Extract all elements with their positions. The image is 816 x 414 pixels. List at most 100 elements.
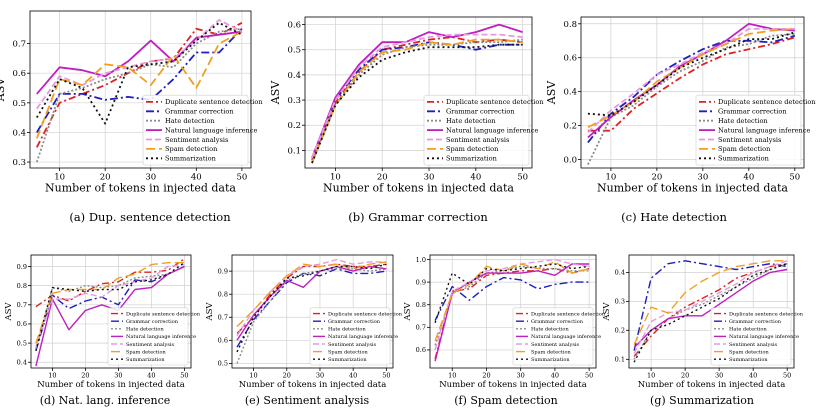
x-tick-label-g-20: 20 bbox=[681, 372, 689, 380]
y-tick-label-f-0.9: 0.9 bbox=[416, 278, 426, 286]
caption-f: (f) Spam detection bbox=[454, 394, 558, 407]
legend-label-a-5: Spam detection bbox=[165, 145, 218, 153]
series-line-d-1 bbox=[35, 265, 185, 351]
x-axis-label-d: Number of tokens in injected data bbox=[37, 380, 185, 390]
y-tick-label-a-0.6: 0.6 bbox=[12, 69, 26, 79]
legend-label-e-1: Grammar correction bbox=[328, 319, 381, 325]
y-tick-label-e-0.6: 0.6 bbox=[218, 337, 228, 345]
caption-e: (e) Sentiment analysis bbox=[244, 394, 370, 407]
legend-label-g-1: Grammar correction bbox=[729, 319, 782, 325]
caption-d: (d) Nat. lang. inference bbox=[39, 394, 171, 407]
x-tick-label-c-30: 30 bbox=[697, 173, 708, 183]
x-axis-label-a: Number of tokens in injected data bbox=[45, 182, 236, 195]
legend-label-c-1: Grammar correction bbox=[718, 108, 787, 116]
legend-box-g bbox=[710, 307, 792, 366]
y-tick-label-d-0.6: 0.6 bbox=[17, 320, 27, 328]
plot-frame-e bbox=[231, 254, 394, 369]
series-line-f-1 bbox=[434, 276, 590, 321]
legend-label-b-2: Hate detection bbox=[446, 117, 496, 125]
x-tick-label-g-50: 50 bbox=[783, 372, 791, 380]
legend-label-b-5: Spam detection bbox=[446, 145, 499, 153]
y-tick-label-b-0.1: 0.1 bbox=[287, 146, 301, 156]
series-line-f-3 bbox=[434, 263, 590, 362]
legend-label-f-2: Hate detection bbox=[531, 327, 569, 333]
series-line-c-1 bbox=[587, 34, 796, 144]
y-tick-label-a-0.4: 0.4 bbox=[12, 128, 26, 138]
series-line-a-3 bbox=[36, 30, 243, 95]
series-line-c-0 bbox=[587, 36, 796, 132]
series-line-b-3 bbox=[311, 23, 523, 159]
y-tick-label-d-0.9: 0.9 bbox=[17, 263, 27, 271]
x-tick-label-f-30: 30 bbox=[517, 372, 525, 380]
legend-label-f-6: Summarization bbox=[531, 357, 570, 363]
series-line-c-2 bbox=[587, 33, 795, 165]
x-axis-label-b: Number of tokens in injected data bbox=[323, 182, 514, 195]
legend-label-e-2: Hate detection bbox=[328, 327, 366, 333]
x-tick-label-b-40: 40 bbox=[470, 173, 481, 183]
x-tick-label-e-10: 10 bbox=[249, 372, 257, 380]
y-tick-label-a-0.5: 0.5 bbox=[12, 99, 26, 109]
legend-label-d-4: Sentiment analysis bbox=[126, 342, 175, 348]
legend-c: Duplicate sentence detection Grammar corr… bbox=[695, 94, 816, 166]
series-line-d-0 bbox=[35, 258, 185, 308]
y-tick-label-b-0.2: 0.2 bbox=[287, 121, 301, 131]
legend-label-g-6: Summarization bbox=[729, 357, 768, 363]
chart-g: 10 20 30 40 50 0.1 0.2 0.3 0.4 Number of tokens i… bbox=[602, 254, 804, 390]
series-line-a-0 bbox=[35, 22, 243, 148]
x-axis-label-f: Number of tokens in injected data bbox=[439, 380, 587, 390]
series-line-f-0 bbox=[434, 267, 590, 360]
x-axis-label-e: Number of tokens in injected data bbox=[239, 380, 387, 390]
legend-label-f-1: Grammar correction bbox=[531, 319, 584, 325]
series-line-d-5 bbox=[35, 262, 185, 344]
series-line-b-5 bbox=[311, 38, 523, 164]
legend-label-c-2: Hate detection bbox=[718, 117, 768, 125]
legend-label-a-6: Summarization bbox=[165, 155, 217, 163]
y-tick-label-e-0.5: 0.5 bbox=[218, 360, 228, 368]
y-tick-label-c-0.6: 0.6 bbox=[563, 54, 577, 64]
series-line-g-0 bbox=[633, 263, 788, 357]
legend-label-f-4: Sentiment analysis bbox=[531, 342, 580, 348]
x-tick-label-b-10: 10 bbox=[330, 173, 341, 183]
plot-frame-c bbox=[580, 16, 805, 169]
x-tick-label-c-40: 40 bbox=[743, 173, 754, 183]
legend-label-g-4: Sentiment analysis bbox=[729, 342, 778, 348]
plot-frame-d bbox=[30, 254, 192, 369]
x-tick-label-a-30: 30 bbox=[145, 173, 156, 183]
y-tick-label-g-0.4: 0.4 bbox=[615, 269, 625, 277]
legend-label-b-4: Sentiment analysis bbox=[446, 136, 510, 144]
x-tick-label-e-40: 40 bbox=[349, 372, 357, 380]
plot-frame-a bbox=[29, 10, 252, 169]
legend-label-b-1: Grammar correction bbox=[446, 108, 515, 116]
series-line-g-5 bbox=[633, 260, 788, 346]
legend-label-d-5: Spam detection bbox=[126, 349, 166, 355]
x-tick-label-d-20: 20 bbox=[81, 372, 89, 380]
legend-label-a-2: Hate detection bbox=[165, 117, 215, 125]
legend-box-b bbox=[423, 94, 530, 166]
x-tick-label-f-50: 50 bbox=[585, 372, 593, 380]
y-tick-label-f-0.6: 0.6 bbox=[416, 346, 426, 354]
y-tick-label-e-0.8: 0.8 bbox=[218, 290, 228, 298]
y-axis-label-f: ASV bbox=[403, 302, 413, 322]
legend-d: Duplicate sentence detection Grammar corr… bbox=[107, 307, 201, 366]
x-tick-label-a-20: 20 bbox=[100, 173, 111, 183]
chart-f: 10 20 30 40 50 0.6 0.7 0.8 0.9 1.0 Number of token… bbox=[403, 254, 606, 390]
x-tick-label-d-50: 50 bbox=[180, 372, 188, 380]
y-tick-label-c-0.8: 0.8 bbox=[563, 20, 577, 30]
y-tick-label-b-0.4: 0.4 bbox=[287, 71, 301, 81]
legend-label-e-5: Spam detection bbox=[328, 349, 368, 355]
y-axis-label-c: ASV bbox=[545, 80, 558, 105]
x-tick-label-a-10: 10 bbox=[54, 173, 65, 183]
plot-frame-b bbox=[304, 16, 533, 169]
x-tick-label-d-40: 40 bbox=[147, 372, 155, 380]
caption-c: (c) Hate detection bbox=[621, 210, 727, 224]
legend-label-g-0: Duplicate sentence detection bbox=[729, 311, 804, 317]
series-line-b-4 bbox=[311, 33, 523, 159]
series-line-e-4 bbox=[236, 258, 387, 337]
x-tick-label-f-40: 40 bbox=[551, 372, 559, 380]
x-tick-label-c-10: 10 bbox=[605, 173, 616, 183]
series-line-g-1 bbox=[633, 260, 788, 351]
legend-label-e-3: Natural language inference bbox=[328, 334, 398, 340]
legend-label-c-0: Duplicate sentence detection bbox=[718, 98, 816, 106]
series-line-b-6 bbox=[311, 43, 523, 164]
y-tick-label-f-0.7: 0.7 bbox=[416, 324, 426, 332]
